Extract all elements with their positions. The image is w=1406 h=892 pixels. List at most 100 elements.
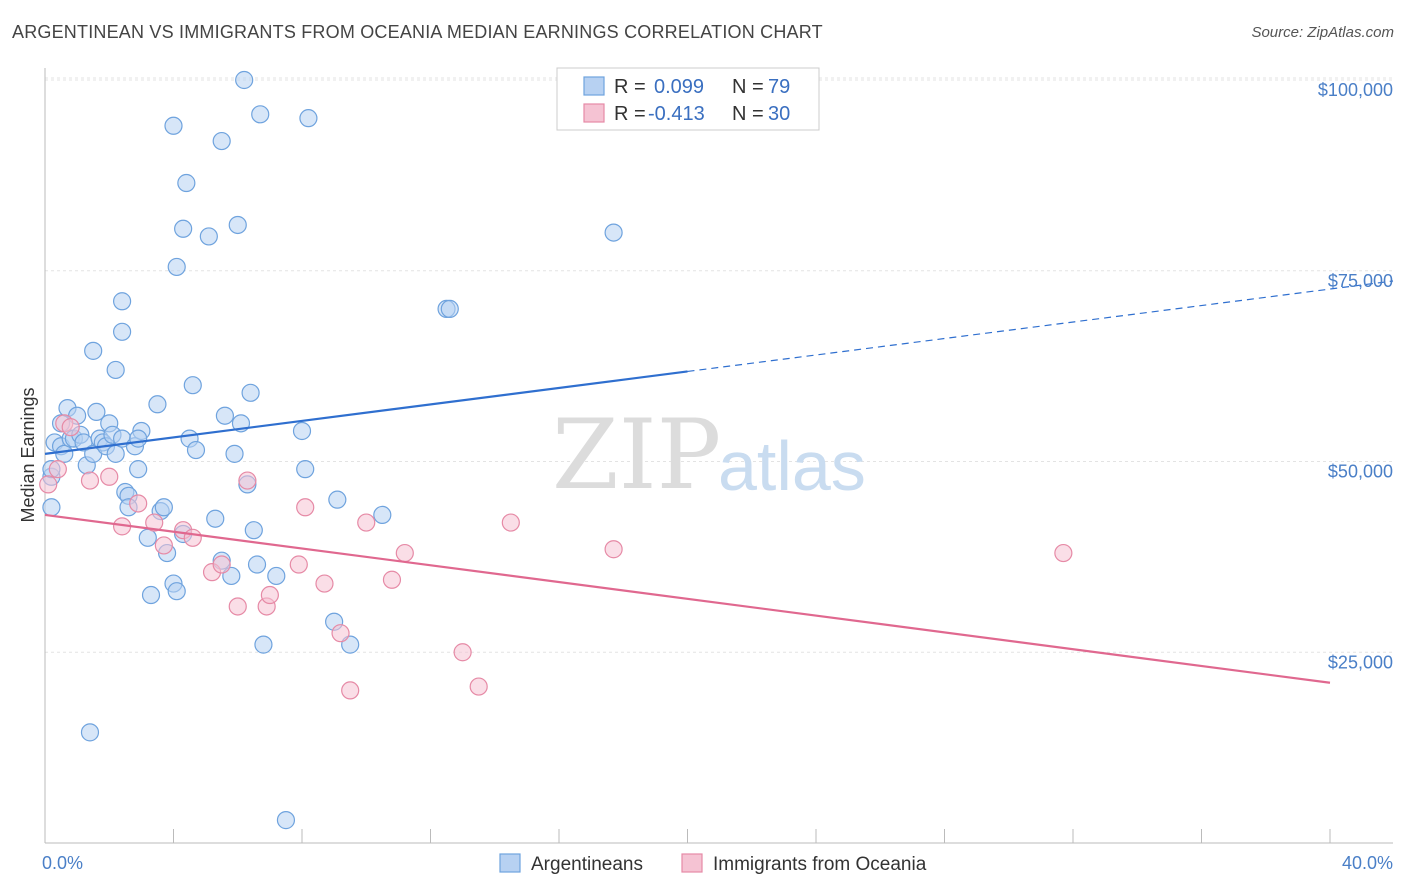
point-oceania (129, 494, 148, 513)
point-argentineans (292, 421, 312, 441)
point-argentineans (206, 509, 225, 528)
point-oceania (501, 513, 520, 532)
point-argentineans (296, 460, 315, 479)
stats-legend: R = 0.099 N = 79 R = -0.413 N = 30 (556, 67, 820, 131)
legend-r-value-2: -0.413 (648, 103, 705, 125)
trend-argentineans-extension (687, 280, 1394, 373)
point-argentineans (254, 635, 273, 654)
point-argentineans (106, 360, 125, 380)
scatter-points (39, 70, 1073, 830)
point-oceania (382, 570, 402, 589)
point-oceania (100, 467, 119, 486)
point-oceania (469, 677, 488, 696)
point-argentineans (106, 444, 125, 463)
legend-swatch-oceania (583, 103, 605, 123)
legend-n-value-2: 30 (768, 103, 790, 125)
x-tick-min: 0.0% (42, 853, 83, 873)
point-argentineans (148, 395, 167, 414)
point-oceania (395, 543, 414, 563)
point-argentineans (186, 440, 206, 460)
y-tick-labels: $25,000 $50,000 $75,000 $100,000 (1318, 80, 1393, 672)
point-oceania (604, 540, 623, 559)
point-argentineans (225, 444, 244, 463)
point-argentineans (55, 444, 74, 463)
point-oceania (331, 624, 350, 643)
source-label: Source: ZipAtlas.com (1251, 24, 1394, 41)
point-argentineans (177, 173, 196, 193)
point-oceania (315, 574, 334, 593)
watermark-zip: ZIP (552, 399, 721, 511)
legend-r-value-1: 0.099 (654, 76, 704, 98)
point-argentineans (87, 402, 106, 422)
point-argentineans (138, 528, 157, 547)
point-argentineans (241, 383, 260, 402)
legend-n-value-1: 79 (768, 76, 790, 98)
axes (44, 68, 1393, 844)
trend-oceania (44, 513, 1331, 684)
grid-lines (45, 77, 1393, 653)
point-argentineans (244, 521, 263, 540)
point-argentineans (42, 498, 61, 517)
point-argentineans (299, 109, 318, 128)
y-tick-label: $50,000 (1328, 462, 1393, 482)
point-oceania (154, 536, 173, 555)
series-swatch-oceania (681, 853, 703, 873)
point-argentineans (228, 215, 247, 235)
y-axis-label: Median Earnings (18, 387, 38, 522)
point-argentineans (167, 582, 186, 601)
point-argentineans (84, 341, 103, 360)
point-argentineans (215, 406, 234, 425)
point-argentineans (154, 498, 173, 517)
point-oceania (296, 498, 315, 517)
point-oceania (145, 513, 164, 532)
point-oceania (1054, 543, 1073, 563)
point-argentineans (112, 292, 132, 311)
point-argentineans (440, 299, 459, 318)
y-tick-label: $75,000 (1328, 271, 1393, 291)
legend-n-label-1: N = (732, 76, 764, 98)
point-argentineans (373, 505, 392, 525)
point-argentineans (80, 723, 100, 742)
point-oceania (212, 555, 231, 574)
point-argentineans (212, 131, 231, 151)
legend-swatch-argentineans (583, 76, 605, 96)
point-argentineans (267, 566, 286, 586)
point-argentineans (235, 70, 254, 90)
legend-r-label-2: R = (614, 103, 646, 125)
point-argentineans (141, 585, 161, 605)
trend-lines (44, 280, 1394, 684)
point-argentineans (164, 116, 183, 135)
point-oceania (61, 418, 80, 437)
series-label-oceania: Immigrants from Oceania (713, 854, 927, 875)
watermark-atlas: atlas (718, 427, 866, 505)
point-oceania (80, 471, 100, 490)
point-oceania (260, 585, 279, 605)
point-oceania (238, 471, 257, 490)
point-oceania (453, 643, 472, 662)
point-argentineans (276, 811, 296, 830)
legend-n-label-2: N = (732, 103, 764, 125)
chart-title: ARGENTINEAN VS IMMIGRANTS FROM OCEANIA M… (12, 22, 823, 42)
point-oceania (183, 528, 202, 547)
x-tick-max: 40.0% (1342, 853, 1393, 873)
point-oceania (289, 555, 308, 574)
series-legend: Argentineans Immigrants from Oceania (499, 853, 927, 875)
legend-r-label-1: R = (614, 76, 646, 98)
point-oceania (48, 460, 67, 479)
point-argentineans (129, 429, 148, 448)
point-argentineans (247, 555, 267, 574)
point-argentineans (129, 460, 148, 479)
series-swatch-argentineans (499, 853, 521, 873)
point-argentineans (174, 219, 193, 238)
point-oceania (228, 597, 247, 616)
trend-argentineans (44, 370, 688, 455)
point-argentineans (328, 490, 347, 509)
point-oceania (357, 513, 376, 532)
y-tick-label: $25,000 (1328, 652, 1393, 672)
point-argentineans (199, 227, 218, 246)
point-argentineans (183, 376, 202, 395)
y-tick-label: $100,000 (1318, 80, 1393, 100)
series-label-argentineans: Argentineans (531, 854, 643, 875)
point-oceania (39, 475, 58, 494)
